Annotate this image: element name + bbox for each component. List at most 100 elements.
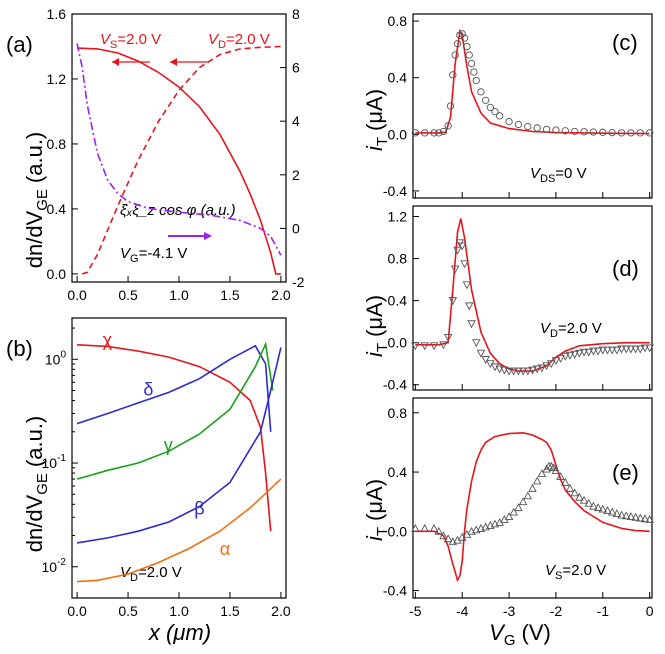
panel-a: (a) dn/dVGE (a.u.) VS=2.0 V VD=2.0 V ξ̇ₓξ…	[6, 6, 305, 303]
ytick-label-a: 1.2	[47, 71, 67, 87]
marker-d	[532, 365, 542, 374]
marker-d	[411, 342, 420, 351]
marker-c	[599, 128, 607, 136]
panel-label-c: (c)	[612, 30, 638, 55]
marker-c	[444, 122, 452, 130]
y2tick-label-a: 2	[292, 167, 300, 183]
marker-c	[608, 128, 616, 137]
marker-d	[561, 352, 570, 361]
ytick-label-d: 0.0	[388, 335, 408, 351]
marker-c	[524, 122, 532, 131]
panel-c: (c) iT(μA) VDS=0 V -0.4 0.0 0.4 0.8	[362, 13, 654, 199]
ytick-label-e: 0.0	[388, 523, 408, 539]
anno-vs: VS=2.0 V	[100, 31, 161, 51]
ytick-label-a: 0.8	[47, 136, 67, 152]
marker-d	[460, 260, 469, 269]
marker-d	[495, 365, 504, 374]
plot-e: -0.4 0.0 0.4 0.8 -5 -4 -3 -2 -1 0	[383, 397, 654, 619]
panel-label-a: (a)	[6, 32, 33, 57]
ylabel-a: dn/dVGE (a.u.)	[22, 132, 51, 269]
ylabel-b-suffix: (a.u.)	[22, 416, 47, 467]
ytick-label-d: -0.4	[383, 377, 407, 393]
marker-e	[607, 507, 617, 516]
series-d-1	[411, 239, 654, 376]
xtick-label-e: -1	[597, 603, 610, 619]
marker-c	[486, 103, 494, 112]
ytick-label-d: 0.8	[388, 251, 408, 267]
marker-d	[612, 346, 622, 355]
ytick-label-a: 0.4	[47, 201, 67, 217]
panel-b: (b) dn/dVGE(a.u.) x (μm) VD=2.0 V 10-210…	[6, 317, 291, 645]
marker-d	[570, 350, 579, 359]
marker-e	[593, 503, 603, 512]
anno-vg: VG=-4.1 V	[120, 245, 187, 265]
marker-c	[636, 129, 644, 137]
marker-e	[532, 476, 542, 485]
marker-e	[584, 498, 593, 507]
marker-d	[603, 346, 612, 355]
marker-d	[523, 367, 533, 376]
arrow-left-2	[170, 58, 208, 66]
panel-label-b: (b)	[6, 336, 33, 361]
marker-d	[575, 349, 584, 358]
marker-c	[449, 71, 457, 79]
marker-d	[636, 345, 645, 354]
panel-d: (d) iT(μA) VD=2.0 V -0.4 0.0 0.4 0.8 1.2	[362, 205, 654, 393]
series-e-0	[415, 431, 650, 583]
marker-d	[546, 360, 556, 369]
marker-d	[514, 367, 523, 376]
y2tick-label-a: 4	[292, 113, 300, 129]
y2tick-label-a: 0	[292, 220, 300, 236]
ylabel-e: iT(μA)	[362, 479, 391, 541]
xtick-label-a: 1.0	[169, 287, 189, 303]
xlabel-e: VG (V)	[489, 620, 551, 649]
plot-a: 0.0 0.4 0.8 1.2 1.6 -2 0 2 4 6 8 0.0 0.5 1.0 1.5 2.0	[47, 6, 305, 303]
anno-vd: VD=2.0 V	[208, 31, 270, 51]
marker-d	[439, 341, 448, 350]
marker-e	[523, 491, 533, 500]
marker-d	[467, 320, 476, 329]
marker-e	[420, 523, 429, 532]
ytick-label-c: 0.0	[388, 126, 408, 142]
marker-e	[570, 488, 579, 497]
marker-d	[631, 345, 640, 354]
xlabel-b: x (μm)	[148, 620, 211, 645]
marker-d	[500, 366, 509, 375]
y2tick-label-a: 8	[292, 6, 300, 22]
anno-vs-e: VS=2.0 V	[545, 562, 606, 582]
xtick-label-b: 0.0	[67, 603, 87, 619]
xtick-label-a: 0.5	[118, 287, 138, 303]
marker-c	[435, 129, 443, 137]
xtick-label-a: 1.5	[220, 287, 240, 303]
marker-d	[453, 246, 462, 255]
marker-d	[593, 347, 603, 356]
series-label-b-0: χ	[103, 330, 113, 350]
marker-d	[429, 342, 439, 351]
marker-d	[462, 281, 472, 290]
marker-c	[465, 51, 473, 59]
xtick-label-a: 0.0	[67, 287, 87, 303]
arrow-left-1	[112, 58, 150, 66]
marker-c	[458, 30, 466, 38]
ylabel-a-sub: GE	[34, 189, 51, 211]
marker-e	[617, 510, 626, 519]
ytick-label-c: 0.4	[388, 70, 408, 86]
ylabel-a-suffix: (a.u.)	[22, 132, 47, 183]
marker-d	[542, 362, 551, 371]
xtick-label-e: -3	[503, 603, 516, 619]
series-b-4	[77, 478, 282, 583]
y2tick-label-a: 6	[292, 60, 300, 76]
marker-c	[451, 51, 459, 59]
marker-e	[636, 513, 645, 522]
marker-e	[579, 495, 589, 504]
marker-c	[472, 76, 480, 85]
ylabel-c: iT(μA)	[362, 89, 391, 151]
plot-d: -0.4 0.0 0.4 0.8 1.2	[383, 205, 654, 393]
ylabel-b-main: dn/dV	[22, 494, 47, 552]
marker-c	[421, 129, 429, 137]
plot-c: -0.4 0.0 0.4 0.8	[383, 13, 654, 199]
frame-a	[71, 13, 287, 283]
marker-e	[621, 511, 631, 520]
marker-c	[533, 124, 541, 132]
